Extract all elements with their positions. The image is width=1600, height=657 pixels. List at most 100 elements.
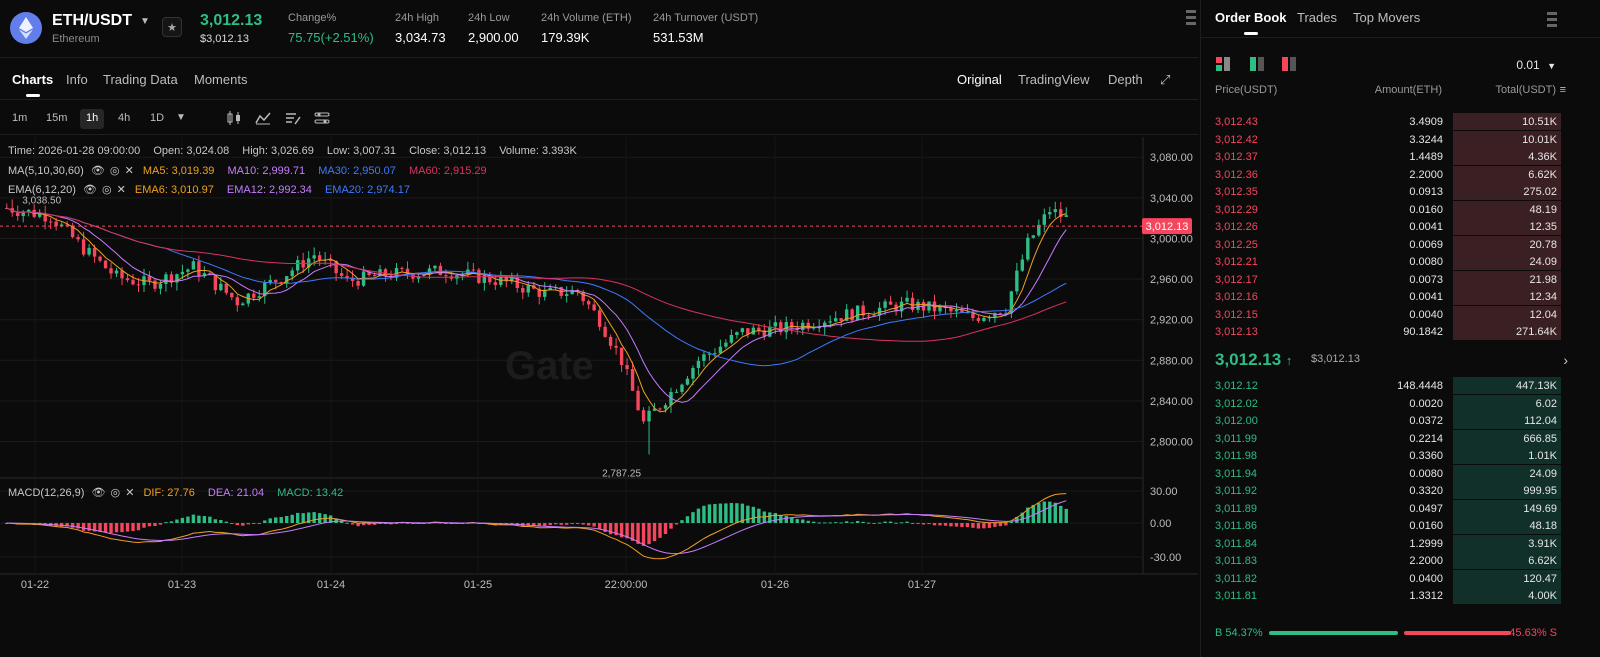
ask-row[interactable]: 3,012.36 2.2000 6.62K <box>1201 165 1600 183</box>
bid-row[interactable]: 3,011.98 0.3360 1.01K <box>1201 447 1600 464</box>
bid-row[interactable]: 3,011.89 0.0497 149.69 <box>1201 499 1600 517</box>
macd-histogram-bar <box>812 521 816 523</box>
candle-body <box>564 294 569 296</box>
bid-row[interactable]: 3,011.99 0.2214 666.85 <box>1201 429 1600 447</box>
expand-icon[interactable]: ⤢ <box>1160 72 1171 87</box>
interval-dropdown-icon[interactable]: ▼ <box>176 112 186 123</box>
ask-row[interactable]: 3,012.21 0.0080 24.09 <box>1201 253 1600 270</box>
ask-row[interactable]: 3,012.25 0.0069 20.78 <box>1201 235 1600 253</box>
chart-canvas[interactable]: Gate 3,012.13 3,038.50 2,787.25 3,080.00 3,… <box>0 137 1198 610</box>
indicators-icon[interactable] <box>255 111 271 125</box>
bid-row[interactable]: 3,011.92 0.3320 999.95 <box>1201 482 1600 499</box>
candle-body <box>158 283 163 289</box>
ask-row[interactable]: 3,012.42 3.3244 10.01K <box>1201 130 1600 148</box>
macd-histogram-bar <box>186 516 190 523</box>
macd-histogram-bar <box>713 504 717 523</box>
bid-row[interactable]: 3,012.02 0.0020 6.02 <box>1201 394 1600 412</box>
tab-order-book[interactable]: Order Book <box>1215 10 1287 35</box>
bid-row[interactable]: 3,011.82 0.0400 120.47 <box>1201 569 1600 587</box>
settings-icon[interactable]: ◎ <box>101 184 112 196</box>
macd-histogram-bar <box>372 523 377 525</box>
ask-row[interactable]: 3,012.43 3.4909 10.51K <box>1201 113 1600 130</box>
candle-body <box>367 271 371 276</box>
candle-body <box>389 276 393 278</box>
macd-histogram-bar <box>1031 504 1036 523</box>
ma5-value: MA5: 3,019.39 <box>142 165 215 177</box>
candle-body <box>1053 209 1057 213</box>
bid-row[interactable]: 3,012.00 0.0372 112.04 <box>1201 412 1600 429</box>
tab-info[interactable]: Info <box>66 72 88 87</box>
sort-icon[interactable]: ≡ <box>1559 84 1566 96</box>
eye-icon[interactable]: 👁 <box>90 165 105 177</box>
candle-body <box>334 260 338 274</box>
bid-row[interactable]: 3,011.81 1.3312 4.00K <box>1201 587 1600 604</box>
menu-grip-icon[interactable]: ▬ ▬ ▬ <box>1186 5 1196 28</box>
macd-histogram-bar <box>707 504 712 523</box>
tab-moments[interactable]: Moments <box>194 72 248 87</box>
chart-settings-icon[interactable] <box>314 111 330 125</box>
interval-4h[interactable]: 4h <box>118 112 131 124</box>
view-depth[interactable]: Depth <box>1108 72 1143 87</box>
tab-trading-data[interactable]: Trading Data <box>103 72 178 87</box>
bid-row[interactable]: 3,011.83 2.2000 6.62K <box>1201 552 1600 569</box>
close-icon[interactable]: ✕ <box>124 165 134 177</box>
candlestick-chart[interactable]: Gate 3,012.13 3,038.50 2,787.25 3,080.00 3,… <box>0 137 1198 610</box>
candle-type-icon[interactable] <box>226 111 242 125</box>
candle-body <box>136 284 141 286</box>
ohlc-high: High: 3,026.69 <box>242 145 314 157</box>
candle-body <box>784 322 788 333</box>
favorite-star-icon[interactable]: ★ <box>162 17 182 37</box>
ask-row[interactable]: 3,012.29 0.0160 48.19 <box>1201 200 1600 218</box>
ask-row[interactable]: 3,012.37 1.4489 4.36K <box>1201 148 1600 165</box>
ma30-line <box>6 207 1067 367</box>
chart-panel: ETH/USDT ▼ Ethereum ★ 3,012.13 $3,012.13… <box>0 5 1198 610</box>
depth-bar <box>1453 429 1561 447</box>
macd-histogram-bar <box>334 518 338 523</box>
view-tradingview[interactable]: TradingView <box>1018 72 1090 87</box>
candle-body <box>65 224 69 226</box>
macd-histogram-bar <box>581 523 585 525</box>
tab-charts[interactable]: Charts <box>12 72 54 97</box>
macd-histogram-bar <box>801 519 805 523</box>
bid-total: 4.00K <box>1528 590 1557 602</box>
drawing-tools-icon[interactable] <box>285 111 301 125</box>
view-asks-icon[interactable] <box>1281 56 1297 75</box>
precision-select[interactable]: 0.01 ▼ <box>1516 58 1556 72</box>
bid-row[interactable]: 3,011.84 1.2999 3.91K <box>1201 534 1600 552</box>
tab-trades[interactable]: Trades <box>1297 10 1337 25</box>
macd-histogram-bar <box>597 523 602 530</box>
pair-name[interactable]: ETH/USDT <box>52 12 132 29</box>
ask-row[interactable]: 3,012.35 0.0913 275.02 <box>1201 183 1600 200</box>
interval-1d[interactable]: 1D <box>150 112 165 124</box>
interval-1h[interactable]: 1h <box>80 109 105 129</box>
ask-row[interactable]: 3,012.15 0.0040 12.04 <box>1201 305 1600 323</box>
close-icon[interactable]: ✕ <box>116 184 126 196</box>
ask-row[interactable]: 3,012.16 0.0041 12.34 <box>1201 288 1600 305</box>
eye-icon[interactable]: 👁 <box>91 487 106 499</box>
chart-tabs: Charts Info Trading Data Moments Origina… <box>0 62 1198 100</box>
ask-amount: 3.4909 <box>1409 116 1443 128</box>
close-icon[interactable]: ✕ <box>125 487 135 499</box>
ask-row[interactable]: 3,012.26 0.0041 12.35 <box>1201 218 1600 235</box>
candle-body <box>59 224 64 226</box>
interval-15m[interactable]: 15m <box>46 112 68 124</box>
menu-grip-icon[interactable]: ▬ ▬ ▬ <box>1547 7 1557 30</box>
view-original[interactable]: Original <box>957 72 1002 87</box>
chevron-right-icon[interactable]: › <box>1563 352 1568 368</box>
settings-icon[interactable]: ◎ <box>109 165 120 177</box>
bid-row[interactable]: 3,011.86 0.0160 48.18 <box>1201 517 1600 534</box>
macd-info-row: MACD(12,26,9) 👁 ◎ ✕ DIF: 27.76 DEA: 21.0… <box>8 486 353 499</box>
pair-dropdown-icon[interactable]: ▼ <box>140 16 150 27</box>
view-bids-icon[interactable] <box>1249 56 1265 75</box>
candle-body <box>488 274 492 283</box>
interval-1m[interactable]: 1m <box>12 112 28 124</box>
view-both-icon[interactable] <box>1215 56 1231 75</box>
settings-icon[interactable]: ◎ <box>110 487 121 499</box>
ask-row[interactable]: 3,012.17 0.0073 21.98 <box>1201 270 1600 288</box>
candle-body <box>37 213 42 217</box>
tab-top-movers[interactable]: Top Movers <box>1353 10 1421 25</box>
bid-row[interactable]: 3,012.12 148.4448 447.13K <box>1201 377 1600 394</box>
eye-icon[interactable]: 👁 <box>82 184 97 196</box>
bid-row[interactable]: 3,011.94 0.0080 24.09 <box>1201 464 1600 482</box>
ask-row[interactable]: 3,012.13 90.1842 271.64K <box>1201 323 1600 340</box>
